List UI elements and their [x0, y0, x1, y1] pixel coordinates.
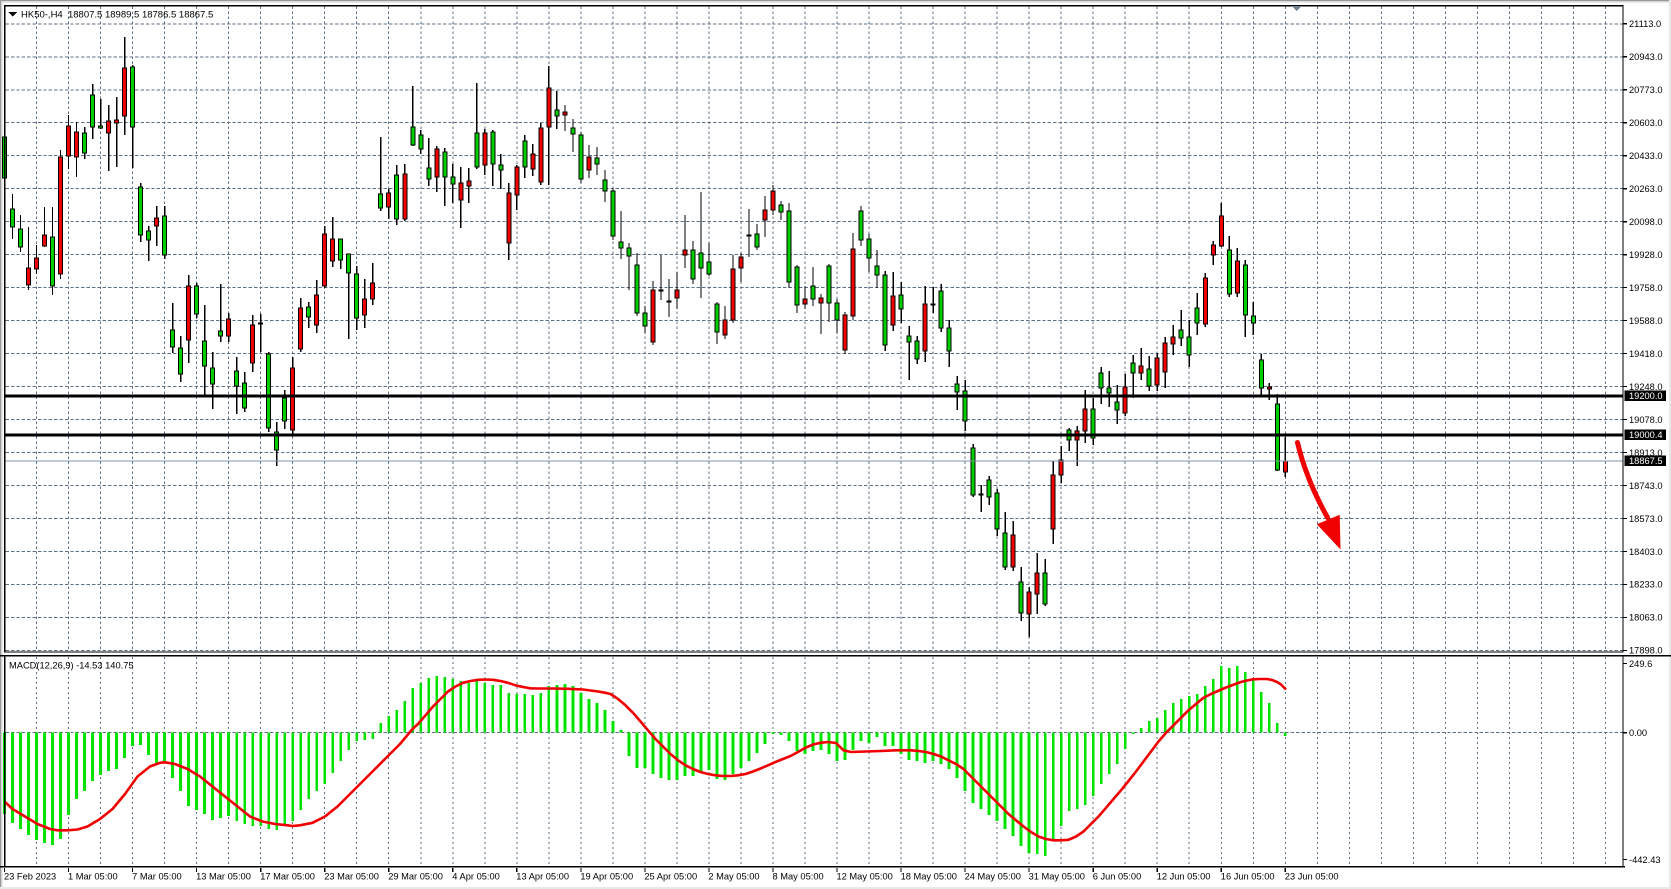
svg-text:20098.0: 20098.0: [1629, 217, 1663, 227]
svg-text:21113.0: 21113.0: [1629, 19, 1661, 29]
svg-text:18913.0: 18913.0: [1629, 448, 1663, 458]
svg-text:2 May 05:00: 2 May 05:00: [708, 872, 759, 882]
svg-text:8 May 05:00: 8 May 05:00: [773, 872, 824, 882]
svg-text:19000.4: 19000.4: [1629, 430, 1663, 440]
svg-text:17 Mar 05:00: 17 Mar 05:00: [260, 872, 315, 882]
svg-text:18403.0: 18403.0: [1629, 547, 1663, 557]
svg-text:19248.0: 19248.0: [1629, 382, 1663, 392]
svg-text:19078.0: 19078.0: [1629, 415, 1663, 425]
svg-text:29 Mar 05:00: 29 Mar 05:00: [388, 872, 443, 882]
svg-text:23 Feb 2023: 23 Feb 2023: [4, 872, 56, 882]
svg-text:31 May 05:00: 31 May 05:00: [1029, 872, 1085, 882]
svg-text:1 Mar 05:00: 1 Mar 05:00: [68, 872, 118, 882]
svg-text:20603.0: 20603.0: [1629, 118, 1663, 128]
svg-text:13 Apr 05:00: 13 Apr 05:00: [516, 872, 569, 882]
svg-text:19 Apr 05:00: 19 Apr 05:00: [580, 872, 633, 882]
svg-text:20943.0: 20943.0: [1629, 52, 1663, 62]
svg-text:7 Mar 05:00: 7 Mar 05:00: [132, 872, 182, 882]
svg-text:18233.0: 18233.0: [1629, 580, 1663, 590]
svg-text:HK50-,H4 18807.5 18989.5 1878: HK50-,H4 18807.5 18989.5 18786.5 18867.5: [21, 10, 213, 21]
svg-text:19418.0: 19418.0: [1629, 349, 1663, 359]
svg-text:MACD(12,26,9) -14.53 140.75: MACD(12,26,9) -14.53 140.75: [9, 661, 134, 671]
svg-text:25 Apr 05:00: 25 Apr 05:00: [644, 872, 697, 882]
svg-text:18573.0: 18573.0: [1629, 514, 1663, 524]
svg-text:19758.0: 19758.0: [1629, 283, 1663, 293]
svg-text:0.00: 0.00: [1629, 728, 1647, 738]
svg-text:23 Jun 05:00: 23 Jun 05:00: [1285, 872, 1339, 882]
svg-text:16 Jun 05:00: 16 Jun 05:00: [1221, 872, 1275, 882]
svg-text:12 May 05:00: 12 May 05:00: [837, 872, 893, 882]
svg-text:-442.43: -442.43: [1629, 855, 1661, 865]
svg-text:17898.0: 17898.0: [1629, 646, 1663, 656]
svg-text:20773.0: 20773.0: [1629, 85, 1663, 95]
svg-text:18743.0: 18743.0: [1629, 481, 1663, 491]
svg-text:18063.0: 18063.0: [1629, 613, 1663, 623]
svg-text:19200.0: 19200.0: [1629, 391, 1663, 401]
svg-text:24 May 05:00: 24 May 05:00: [965, 872, 1021, 882]
svg-text:18867.5: 18867.5: [1629, 456, 1663, 466]
svg-text:4 Apr 05:00: 4 Apr 05:00: [452, 872, 500, 882]
svg-text:13 Mar 05:00: 13 Mar 05:00: [196, 872, 251, 882]
svg-text:12 Jun 05:00: 12 Jun 05:00: [1157, 872, 1211, 882]
svg-text:23 Mar 05:00: 23 Mar 05:00: [324, 872, 379, 882]
svg-text:20433.0: 20433.0: [1629, 151, 1663, 161]
svg-text:249.6: 249.6: [1629, 659, 1652, 669]
svg-text:19588.0: 19588.0: [1629, 316, 1663, 326]
svg-text:18 May 05:00: 18 May 05:00: [901, 872, 957, 882]
svg-text:19928.0: 19928.0: [1629, 250, 1663, 260]
svg-text:20263.0: 20263.0: [1629, 184, 1663, 194]
svg-text:6 Jun 05:00: 6 Jun 05:00: [1093, 872, 1142, 882]
